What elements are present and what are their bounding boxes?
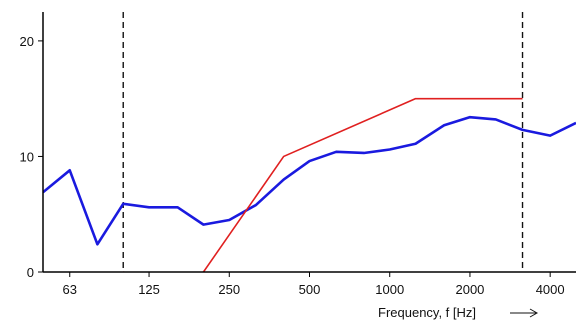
arrow-right-icon [510,308,539,318]
y-tick-label: 20 [20,34,34,49]
x-tick-label: 500 [299,282,321,297]
tick-labels: 63 125 250 500 1000 2000 4000 0 10 20 [20,34,565,297]
y-tick-label: 0 [27,265,34,280]
x-tick-label: 1000 [375,282,404,297]
reference-lines [122,12,524,272]
ticks [38,40,551,277]
x-tick-label: 2000 [455,282,484,297]
y-tick-label: 10 [20,149,34,164]
series-line-0 [43,115,576,246]
series-layer [43,97,576,272]
x-tick-label: 250 [218,282,240,297]
x-tick-label: 63 [63,282,77,297]
series-line-1 [123,97,523,272]
x-tick-label: 125 [138,282,160,297]
x-tick-label: 4000 [536,282,565,297]
x-axis-title: Frequency, f [Hz] [378,305,476,320]
